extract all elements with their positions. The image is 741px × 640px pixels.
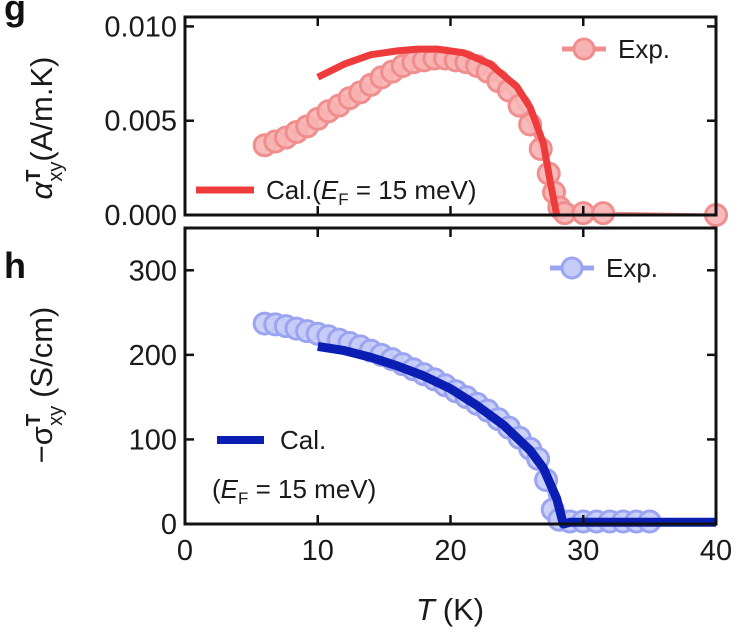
x-axis-label: T (K) <box>416 592 484 627</box>
ytick-label-h: 0 <box>161 509 177 541</box>
ytick-label-g: 0.000 <box>104 200 177 232</box>
ytick-label-h: 200 <box>129 340 177 372</box>
panel-label-g: g <box>4 0 26 28</box>
panel-h-data <box>252 311 716 534</box>
ytick-label-g: 0.005 <box>104 106 177 138</box>
legend-exp-g-marker <box>572 37 596 61</box>
ytick-label-h: 300 <box>129 255 177 287</box>
panel-label-h: h <box>4 245 26 286</box>
xtick-label: 10 <box>302 535 334 567</box>
xtick-label: 30 <box>567 535 599 567</box>
panel-h-plot: 0 100 200 300 0 10 20 30 40 −σTxy(S/cm) T (K) Exp… <box>23 226 732 627</box>
panel-g-data <box>252 45 728 227</box>
xtick-label: 20 <box>434 535 466 567</box>
exp-point-g <box>591 201 616 226</box>
xtick-label: 40 <box>700 535 732 567</box>
cal-line-g <box>316 45 561 216</box>
panel-g-ticks: 0.000 0.005 0.010 <box>104 11 718 232</box>
panel-h-ylabel: −σTxy(S/cm) <box>23 307 67 464</box>
panel-g-legend: Exp. Cal.(EF = 15 meV) <box>196 34 670 209</box>
legend-cal-g-label: Cal.(EF = 15 meV) <box>266 175 477 209</box>
legend-cal-h-condition: (EF = 15 meV) <box>212 474 376 508</box>
panel-g-ylabel: αTxy(A/m.K) <box>23 57 67 200</box>
xtick-label: 0 <box>177 535 193 567</box>
legend-exp-g-label: Exp. <box>618 34 670 64</box>
cal-line-h <box>317 341 716 529</box>
panel-h-legend: Exp. Cal. (EF = 15 meV) <box>212 253 658 508</box>
panel-g-plot: 0.000 0.005 0.010 αTxy(A/m.K) Exp. Cal.(EF… <box>23 11 728 232</box>
ytick-label-g: 0.010 <box>104 11 177 43</box>
legend-cal-h-label: Cal. <box>280 425 326 455</box>
legend-exp-h-label: Exp. <box>606 253 658 283</box>
panel-h-ticks: 0 100 200 300 0 10 20 30 40 <box>129 228 732 567</box>
ytick-label-h: 100 <box>129 424 177 456</box>
legend-exp-h-marker <box>560 256 584 280</box>
